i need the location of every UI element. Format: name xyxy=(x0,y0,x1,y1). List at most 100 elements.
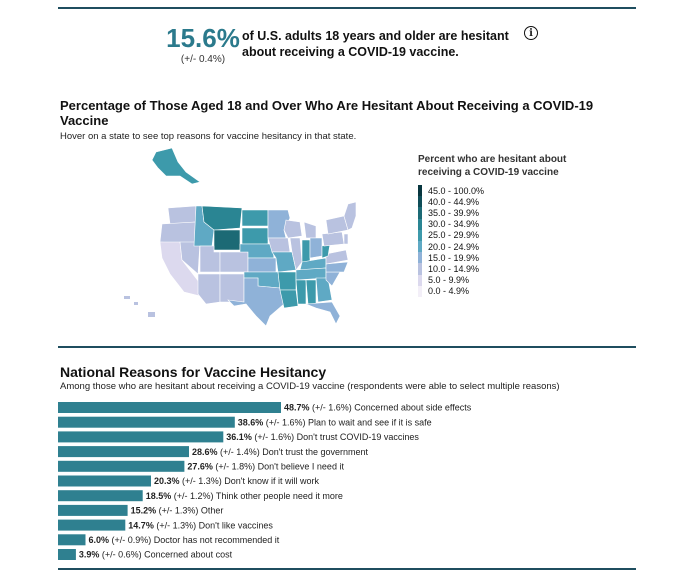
legend-item: 40.0 - 44.9% xyxy=(418,196,484,208)
legend-swatch xyxy=(418,240,422,253)
bottom-divider xyxy=(58,568,636,570)
bar-label-6: 18.5% (+/- 1.2%) Think other people need… xyxy=(146,491,343,501)
legend-swatch xyxy=(418,196,422,208)
legend-item: 15.0 - 19.9% xyxy=(418,252,484,264)
bar-category-label: Concerned about side effects xyxy=(354,403,471,413)
bar-ci-label: (+/- 1.3%) xyxy=(154,520,199,530)
bar-category-label: Don't know if it will work xyxy=(224,476,319,486)
legend-item: 0.0 - 4.9% xyxy=(418,285,484,297)
bar-label-5: 20.3% (+/- 1.3%) Don't know if it will w… xyxy=(154,476,320,486)
legend-item: 30.0 - 34.9% xyxy=(418,218,484,230)
bar-6[interactable] xyxy=(58,490,143,502)
legend-swatch xyxy=(418,218,422,230)
state-hawaii[interactable] xyxy=(124,296,130,299)
bar-ci-label: (+/- 0.6%) xyxy=(99,550,144,560)
bar-value-label: 20.3% xyxy=(154,476,180,486)
bar-ci-label: (+/- 1.4%) xyxy=(217,447,262,457)
reasons-title: National Reasons for Vaccine Hesitancy xyxy=(60,364,327,380)
bar-8[interactable] xyxy=(58,519,126,531)
top-divider xyxy=(58,7,636,9)
bar-0[interactable] xyxy=(58,402,281,413)
bar-label-10: 3.9% (+/- 0.6%) Concerned about cost xyxy=(79,550,233,560)
map-legend: 45.0 - 100.0% 40.0 - 44.9% 35.0 - 39.9% 30.… xyxy=(418,185,484,297)
legend-item: 20.0 - 24.9% xyxy=(418,240,484,253)
bar-label-3: 28.6% (+/- 1.4%) Don't trust the governm… xyxy=(192,447,369,457)
bar-2[interactable] xyxy=(58,431,224,443)
bar-label-7: 15.2% (+/- 1.3%) Other xyxy=(131,506,224,516)
bar-label-2: 36.1% (+/- 1.6%) Don't trust COVID-19 va… xyxy=(226,432,419,442)
bar-ci-label: (+/- 1.6%) xyxy=(252,432,297,442)
bar-category-label: Don't believe I need it xyxy=(258,462,345,472)
bar-9[interactable] xyxy=(58,534,86,546)
legend-swatch xyxy=(418,185,422,197)
bar-category-label: Think other people need it more xyxy=(216,491,343,501)
state-texas[interactable] xyxy=(227,277,285,326)
state-illinois[interactable] xyxy=(289,237,303,271)
bar-value-label: 48.7% xyxy=(284,403,310,413)
bar-label-1: 38.6% (+/- 1.6%) Plan to wait and see if… xyxy=(238,417,432,427)
legend-label: 0.0 - 4.9% xyxy=(428,286,470,297)
bar-ci-label: (+/- 1.6%) xyxy=(310,403,355,413)
state-new-england[interactable] xyxy=(343,201,357,231)
bar-ci-label: (+/- 1.2%) xyxy=(171,491,216,501)
state-north-carolina[interactable] xyxy=(325,261,349,273)
bar-ci-label: (+/- 0.9%) xyxy=(109,535,154,545)
bar-ci-label: (+/- 1.3%) xyxy=(156,506,201,516)
state-montana[interactable] xyxy=(201,205,243,231)
bar-value-label: 18.5% xyxy=(146,491,172,501)
stat-ci: (+/- 0.4%) xyxy=(180,54,226,65)
legend-label: 15.0 - 19.9% xyxy=(428,252,480,263)
state-virginia[interactable] xyxy=(325,249,349,265)
stat-description: of U.S. adults 18 years and older are he… xyxy=(242,29,509,59)
legend-item: 10.0 - 14.9% xyxy=(418,263,484,275)
bar-value-label: 14.7% xyxy=(128,520,154,530)
bar-value-label: 27.6% xyxy=(187,462,213,472)
state-missouri[interactable] xyxy=(271,251,297,273)
bar-10[interactable] xyxy=(58,549,76,560)
bar-category-label: Concerned about cost xyxy=(144,550,233,560)
state-wisconsin[interactable] xyxy=(283,219,303,239)
bar-label-0: 48.7% (+/- 1.6%) Concerned about side ef… xyxy=(284,403,472,413)
state-georgia[interactable] xyxy=(315,277,333,303)
legend-item: 5.0 - 9.9% xyxy=(418,274,484,286)
legend-item: 25.0 - 29.9% xyxy=(418,229,484,241)
state-arizona[interactable] xyxy=(197,273,221,305)
bar-1[interactable] xyxy=(58,416,235,428)
bar-value-label: 36.1% xyxy=(226,432,252,442)
bar-ci-label: (+/- 1.8%) xyxy=(213,462,258,472)
headline-stat: 15.6% (+/- 0.4%) xyxy=(158,24,248,65)
bar-value-label: 15.2% xyxy=(131,506,157,516)
legend-label: 25.0 - 29.9% xyxy=(428,230,480,241)
bar-label-8: 14.7% (+/- 1.3%) Don't like vaccines xyxy=(128,520,273,530)
legend-title: Percent who are hesitant about receiving… xyxy=(418,154,567,178)
bar-5[interactable] xyxy=(58,475,151,487)
map-subtitle: Hover on a state to see top reasons for … xyxy=(60,131,357,142)
bar-category-label: Don't like vaccines xyxy=(199,520,274,530)
bar-category-label: Plan to wait and see if it is safe xyxy=(308,417,432,427)
legend-swatch xyxy=(418,207,422,219)
map-title: Percentage of Those Aged 18 and Over Who… xyxy=(60,98,594,128)
state-hawaii-3 xyxy=(148,312,155,317)
us-state-map[interactable] xyxy=(120,146,360,326)
bar-ci-label: (+/- 1.3%) xyxy=(179,476,224,486)
stat-value: 15.6% xyxy=(166,23,240,53)
legend-swatch xyxy=(418,274,422,286)
bar-4[interactable] xyxy=(58,460,185,472)
legend-label: 10.0 - 14.9% xyxy=(428,263,480,274)
bar-label-4: 27.6% (+/- 1.8%) Don't believe I need it xyxy=(187,462,344,472)
info-icon[interactable]: i xyxy=(524,26,538,40)
bar-3[interactable] xyxy=(58,446,189,458)
legend-label: 30.0 - 34.9% xyxy=(428,219,480,230)
state-new-jersey[interactable] xyxy=(343,233,349,245)
bar-7[interactable] xyxy=(58,504,128,516)
legend-label: 20.0 - 24.9% xyxy=(428,241,480,252)
state-florida[interactable] xyxy=(305,301,341,325)
bar-label-9: 6.0% (+/- 0.9%) Doctor has not recommend… xyxy=(88,535,279,545)
bar-value-label: 6.0% xyxy=(88,535,109,545)
state-louisiana[interactable] xyxy=(279,289,299,309)
state-alaska[interactable] xyxy=(151,147,201,185)
state-hawaii-2 xyxy=(134,302,138,305)
legend-label: 45.0 - 100.0% xyxy=(428,185,485,196)
bar-ci-label: (+/- 1.6%) xyxy=(263,417,308,427)
bar-category-label: Don't trust COVID-19 vaccines xyxy=(297,432,420,442)
